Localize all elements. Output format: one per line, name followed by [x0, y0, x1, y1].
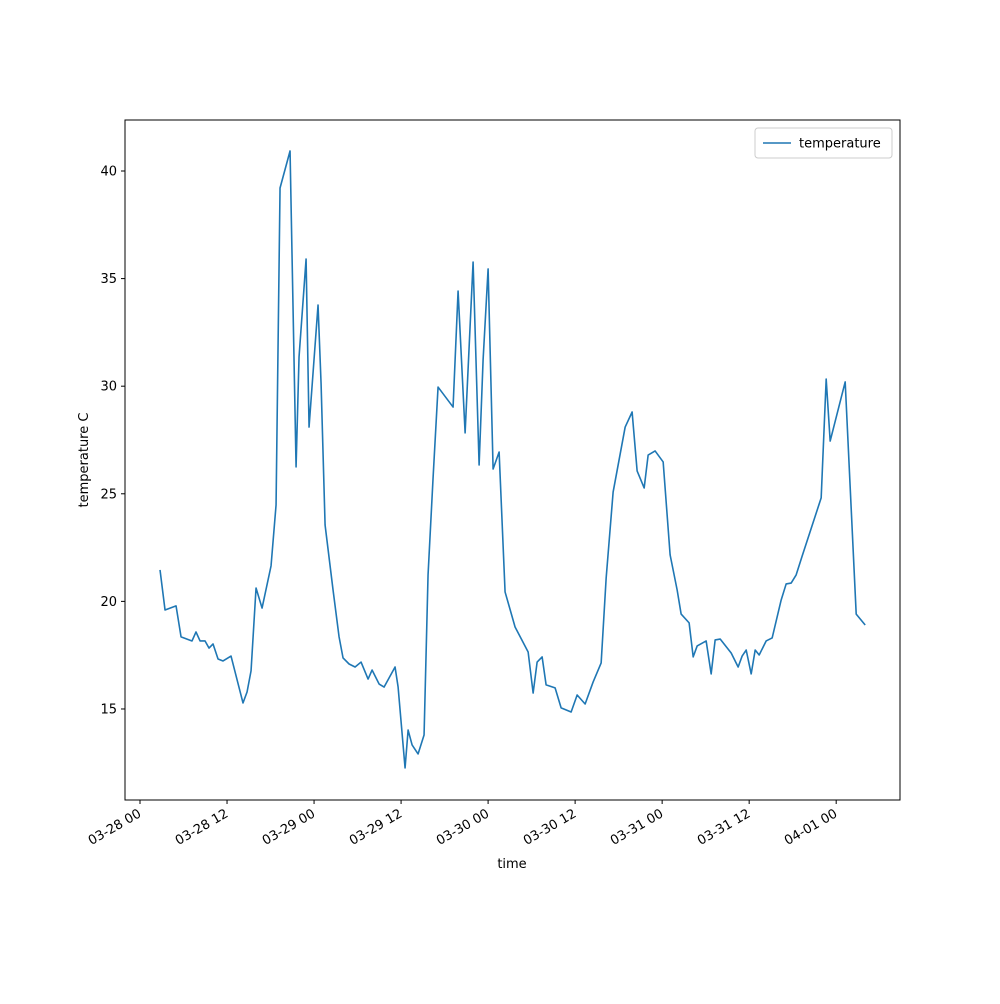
y-tick-label: 30	[100, 380, 117, 395]
legend-label: temperature	[799, 137, 881, 152]
legend-box	[754, 127, 893, 159]
x-axis-label: time	[497, 857, 526, 872]
plot-frame	[124, 119, 901, 801]
y-tick-label: 40	[100, 165, 117, 180]
y-tick-label: 35	[100, 272, 117, 287]
y-tick-label: 20	[100, 595, 117, 610]
y-tick-label: 25	[100, 487, 117, 502]
y-tick-label: 15	[100, 702, 117, 717]
line	[159, 150, 866, 769]
y-axis-label: temperature C	[77, 413, 92, 508]
